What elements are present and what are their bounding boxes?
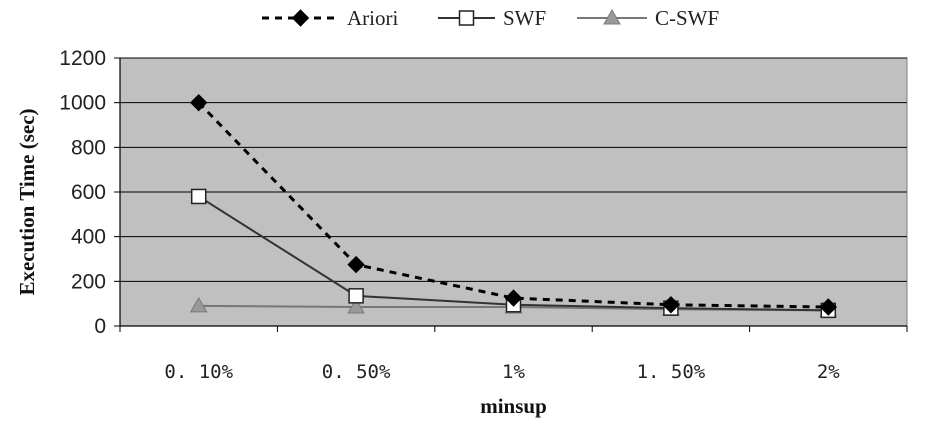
legend-label: SWF <box>503 6 546 30</box>
x-tick-label: 0. 10% <box>164 361 233 383</box>
data-point <box>347 298 365 314</box>
x-tick-label: 1% <box>502 361 525 383</box>
legend: Ariori SWF C-SWF <box>262 6 719 30</box>
legend-marker <box>458 10 475 26</box>
legend-item: Ariori <box>262 6 398 30</box>
y-tick-label: 800 <box>71 136 106 159</box>
y-tick-label: 0 <box>94 315 106 338</box>
y-axis-title: Execution Time (sec) <box>15 108 39 295</box>
x-tick-label: 1. 50% <box>637 361 706 383</box>
legend-label: C-SWF <box>655 6 719 30</box>
data-point <box>819 298 838 316</box>
data-point <box>190 188 207 205</box>
x-tick-label: 0. 50% <box>322 361 391 383</box>
y-tick-label: 1000 <box>59 92 106 115</box>
y-tick-label: 400 <box>71 226 106 249</box>
legend-item: C-SWF <box>577 6 719 30</box>
legend-marker <box>291 9 310 27</box>
x-axis-title: minsup <box>480 394 547 418</box>
x-tick-label: 2% <box>817 361 840 383</box>
data-point <box>348 288 364 304</box>
y-tick-label: 600 <box>71 181 106 204</box>
legend-marker <box>603 8 621 25</box>
y-tick-label: 200 <box>71 270 106 293</box>
data-point <box>347 255 365 274</box>
legend-item: SWF <box>438 6 546 30</box>
series-ariori-markers <box>189 93 838 316</box>
y-tick-label: 1200 <box>59 47 106 70</box>
legend-label: Ariori <box>347 6 398 30</box>
data-point <box>662 296 680 314</box>
data-point <box>504 289 523 307</box>
data-point <box>189 93 208 112</box>
data-point <box>189 296 208 313</box>
